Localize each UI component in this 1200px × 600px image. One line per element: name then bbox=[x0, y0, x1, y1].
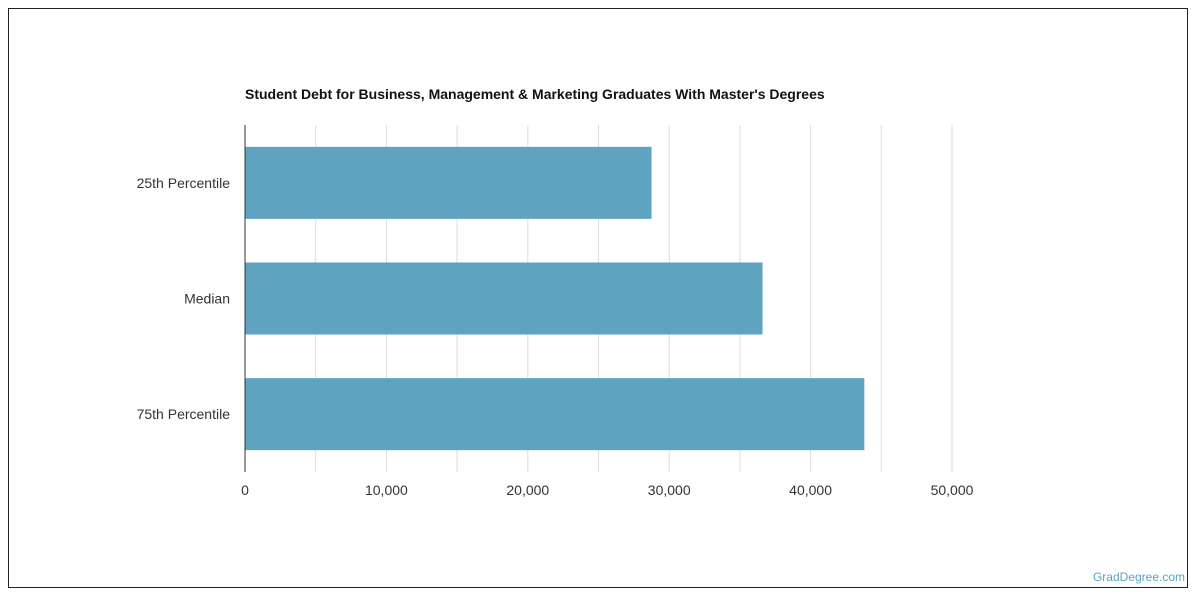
x-tick-label: 50,000 bbox=[931, 482, 974, 498]
watermark-link[interactable]: GradDegree.com bbox=[1092, 570, 1185, 584]
x-tick-label: 0 bbox=[241, 482, 249, 498]
y-tick-label: 25th Percentile bbox=[137, 175, 231, 191]
x-tick-label: 10,000 bbox=[365, 482, 408, 498]
y-tick-label: 75th Percentile bbox=[137, 406, 231, 422]
chart-title: Student Debt for Business, Management & … bbox=[245, 86, 825, 102]
y-tick-label: Median bbox=[184, 291, 230, 307]
bar bbox=[245, 146, 652, 219]
bar bbox=[245, 378, 865, 451]
x-tick-label: 40,000 bbox=[789, 482, 832, 498]
x-tick-label: 20,000 bbox=[506, 482, 549, 498]
bar bbox=[245, 262, 763, 335]
x-tick-label: 30,000 bbox=[648, 482, 691, 498]
